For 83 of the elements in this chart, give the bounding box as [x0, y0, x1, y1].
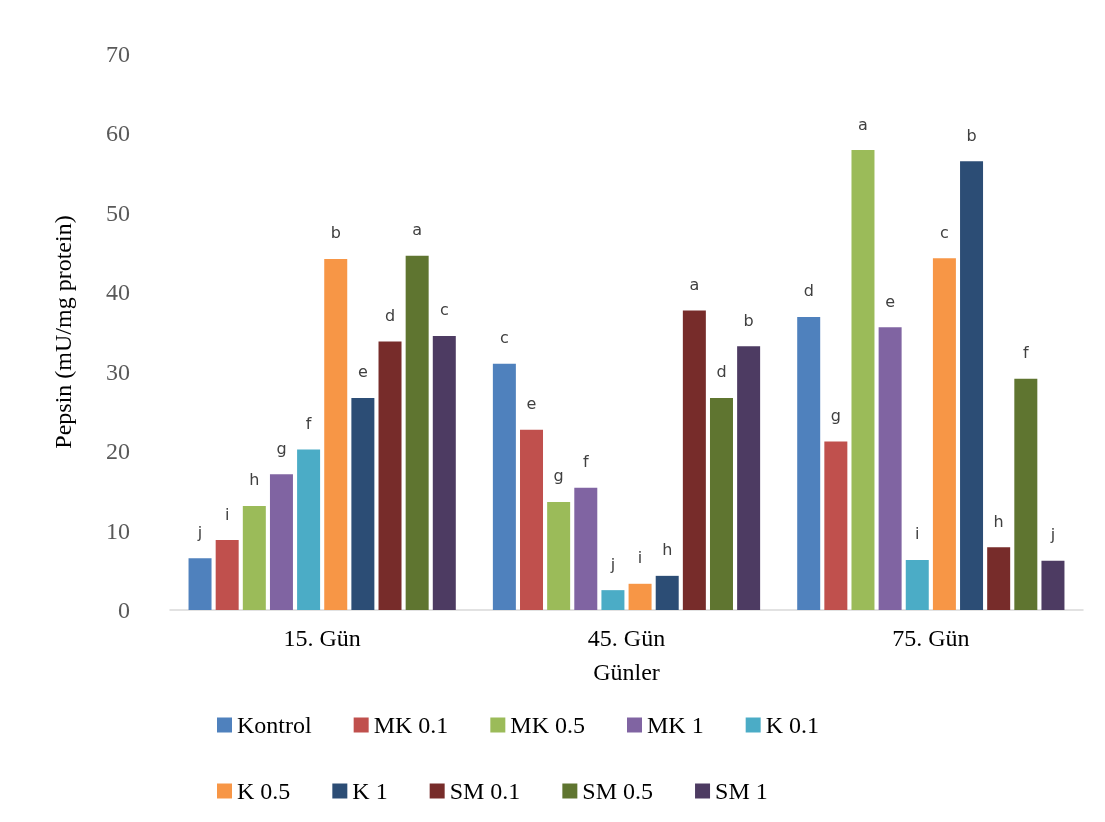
y-tick-label: 30 [106, 358, 130, 385]
data-label: h [993, 511, 1004, 531]
data-label: j [196, 522, 203, 542]
data-label: g [553, 466, 564, 486]
bar [1014, 378, 1038, 610]
legend-label: K 0.1 [765, 712, 820, 738]
bar [324, 258, 348, 610]
legend-label: SM 1 [715, 778, 768, 804]
legend-label: K 1 [352, 778, 388, 804]
data-label: e [526, 394, 537, 414]
data-label: a [858, 114, 868, 134]
bar [797, 316, 821, 610]
data-label: i [224, 504, 230, 524]
x-tick-label: 15. Gün [283, 625, 361, 651]
bar [987, 547, 1011, 610]
legend-label: MK 1 [647, 712, 704, 738]
data-label: j [609, 554, 616, 574]
data-label: b [966, 125, 977, 145]
data-label: d [716, 362, 727, 382]
y-tick-label: 50 [106, 199, 130, 226]
y-tick-label: 40 [106, 279, 130, 306]
data-label: g [276, 438, 287, 458]
bar [547, 501, 571, 610]
y-axis-title: Pepsin (mU/mg protein) [50, 215, 76, 449]
bar [215, 540, 239, 610]
legend-label: K 0.5 [237, 778, 291, 804]
bar [492, 363, 516, 610]
bar [737, 346, 761, 610]
x-tick-label: 45. Gün [587, 625, 666, 651]
bar [574, 487, 598, 610]
y-tick-label: 70 [106, 41, 130, 67]
bar [188, 558, 212, 610]
data-label: i [637, 548, 643, 568]
bar [709, 397, 733, 610]
legend-label: MK 0.5 [510, 712, 585, 738]
x-axis-title: Günler [593, 659, 660, 685]
data-label: b [330, 223, 341, 243]
bar [297, 449, 321, 610]
legend-label: MK 0.1 [373, 712, 449, 738]
x-tick-label: 75. Gün [892, 625, 970, 651]
data-label: e [357, 362, 368, 382]
bar [405, 255, 429, 610]
legend-label: Kontrol [237, 712, 312, 738]
data-label: d [803, 281, 814, 301]
data-label: h [662, 540, 673, 560]
y-tick-label: 60 [106, 120, 130, 147]
bar [378, 341, 402, 610]
y-tick-label: 0 [118, 597, 130, 623]
bar [269, 474, 293, 610]
bar [655, 575, 679, 610]
bar [960, 161, 984, 610]
bar [851, 150, 875, 610]
data-label: f [582, 452, 589, 472]
data-label: c [499, 328, 509, 348]
bar [932, 258, 956, 610]
bar [905, 559, 929, 610]
data-label: c [940, 222, 949, 242]
legend-label: SM 0.5 [582, 778, 654, 804]
data-label: f [305, 414, 312, 434]
y-tick-label: 20 [106, 438, 130, 465]
bar [351, 397, 375, 610]
data-label: j [1049, 525, 1056, 545]
data-label: a [689, 275, 700, 295]
data-label: b [743, 310, 754, 330]
bar [824, 441, 848, 610]
data-label: a [412, 220, 423, 240]
legend-label: SM 0.1 [449, 778, 521, 804]
data-label: c [439, 300, 449, 320]
data-label: d [384, 306, 396, 326]
bar [520, 429, 544, 610]
data-label: g [830, 406, 841, 426]
bar [682, 310, 706, 610]
data-label: i [915, 524, 920, 544]
bar [1041, 560, 1065, 610]
bar [628, 583, 652, 610]
bar [432, 335, 456, 610]
data-label: e [885, 291, 896, 311]
y-tick-label: 10 [106, 517, 130, 544]
data-label: h [249, 470, 260, 490]
bar [878, 327, 902, 610]
bar [242, 505, 266, 610]
data-label: f [1023, 343, 1029, 363]
bar [601, 590, 625, 610]
